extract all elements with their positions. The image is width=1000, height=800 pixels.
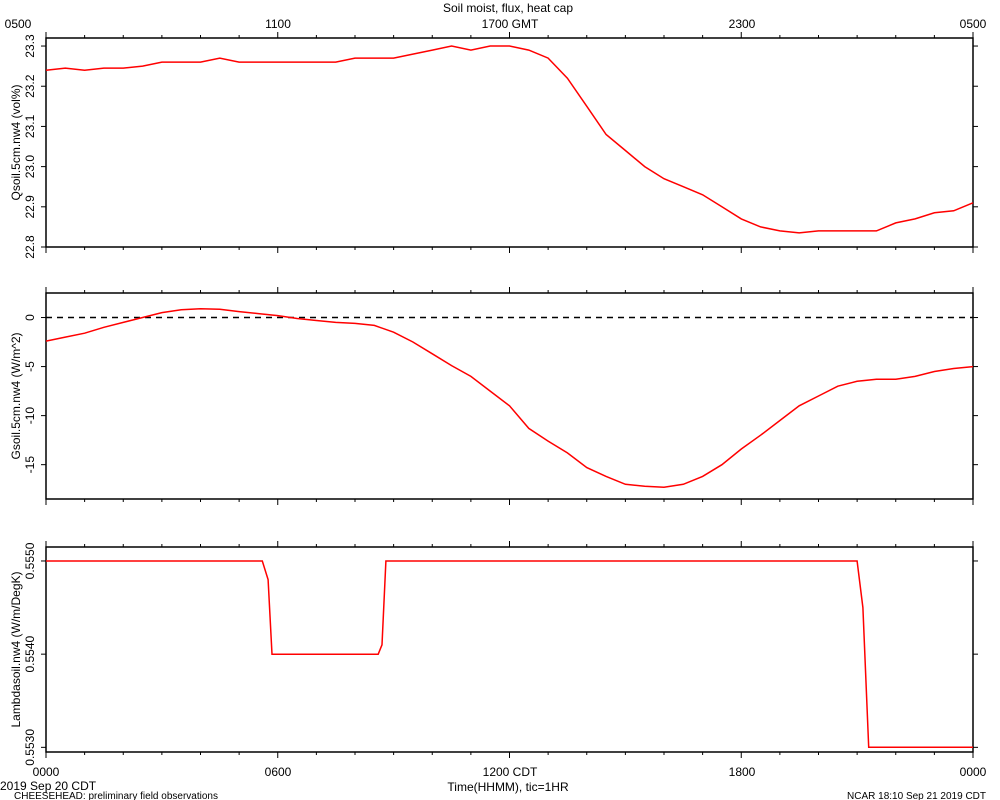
- y-tick-label: 0.5540: [23, 635, 37, 672]
- y-axis-label: Gsoil.5cm.nw4 (W/m^2): [9, 333, 23, 460]
- top-tick-label: 0500: [960, 17, 987, 31]
- y-tick-label: 23.0: [23, 155, 37, 179]
- bottom-tick-label: 1800: [729, 765, 756, 779]
- footer-date: 2019 Sep 20 CDT: [0, 779, 97, 793]
- series-line: [45, 45, 974, 234]
- x-axis-label: Time(HHMM), tic=1HR: [447, 780, 569, 794]
- y-tick-label: -10: [23, 407, 37, 425]
- y-axis-label: Qsoil.5cm.nw4 (vol%): [9, 84, 23, 200]
- y-tick-label: -5: [23, 361, 37, 372]
- top-tick-label: 1700 GMT: [482, 17, 539, 31]
- top-tick-label: 2300: [729, 17, 756, 31]
- bottom-tick-label: 1200 CDT: [483, 765, 538, 779]
- y-tick-label: 23.2: [23, 74, 37, 98]
- chart-panel-2: -15 -10 -5 0 Gsoil.5cm.nw4 (W/m^2): [9, 287, 978, 505]
- chart-title: Soil moist, flux, heat cap: [443, 1, 573, 15]
- y-tick-label: -15: [23, 456, 37, 474]
- bottom-tick-label: 0600: [265, 765, 292, 779]
- y-tick-label: 0: [23, 314, 37, 321]
- plot-frame: [45, 546, 974, 753]
- plot-frame: [45, 292, 974, 500]
- y-tick-label: 23.1: [23, 114, 37, 138]
- top-tick-label: 1100: [265, 17, 291, 31]
- footer-note: CHEESEHEAD: preliminary field observatio…: [14, 791, 218, 800]
- top-tick-label: 0500: [5, 17, 32, 31]
- bottom-tick-label: 0000: [33, 765, 60, 779]
- plot-frame: [45, 37, 974, 248]
- chart-panel-1: 22.8 22.9 23.0 23.1 23.2 23.3 Qsoil.5cm.nw4 (v…: [9, 32, 978, 259]
- y-tick-label: 0.5530: [23, 729, 37, 766]
- footer-timestamp: NCAR 18:10 Sep 21 2019 CDT: [847, 791, 986, 800]
- y-axis-label: Lambdasoil.nw4 (W/m/DegK): [9, 571, 23, 727]
- y-tick-label: 0.5550: [23, 542, 37, 579]
- series-line: [45, 307, 974, 488]
- bottom-tick-label: 0000: [960, 765, 987, 779]
- y-tick-label: 23.3: [23, 34, 37, 58]
- series-line: [46, 560, 973, 749]
- y-tick-label: 22.8: [23, 235, 37, 259]
- y-tick-label: 22.9: [23, 195, 37, 219]
- bottom-axis-labels: 0000 0600 1200 CDT 1800 0000: [33, 765, 987, 779]
- top-axis-labels: 0500 1100 1700 GMT 2300 0500: [5, 17, 987, 31]
